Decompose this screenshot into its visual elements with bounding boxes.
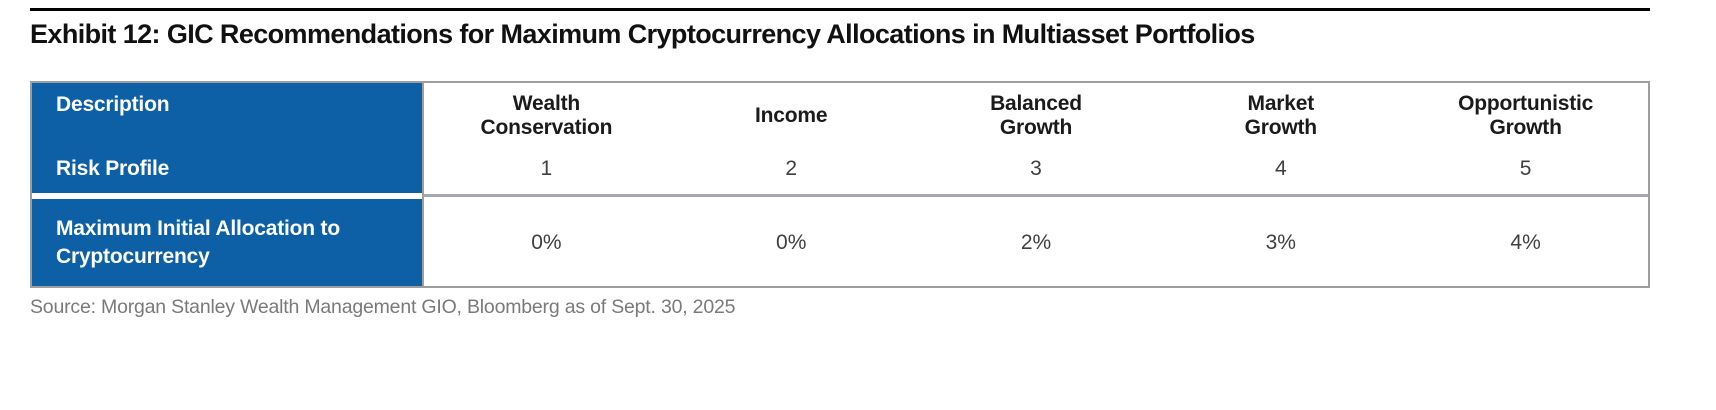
- risk-profile-label: Risk Profile: [56, 157, 170, 180]
- max-allocation-label-line: Maximum Initial Allocation to: [56, 216, 340, 240]
- row-divider-gap: [32, 193, 424, 199]
- source-note: Source: Morgan Stanley Wealth Management…: [30, 296, 736, 318]
- row-label-risk-profile: Risk Profile: [32, 145, 424, 193]
- column-header-line: Growth: [1244, 116, 1317, 139]
- row-label-description: Description: [32, 83, 424, 145]
- column-header-balanced-growth: Balanced Growth: [914, 83, 1159, 145]
- column-header-line: Wealth: [512, 92, 581, 115]
- column-header-line: Growth: [1489, 116, 1562, 139]
- column-header-line: Growth: [999, 116, 1073, 139]
- max-allocation-value-opportunistic-growth: 4%: [1510, 230, 1541, 254]
- column-header-income: Income: [669, 83, 914, 145]
- allocation-table: Description Wealth Conservation Income B…: [30, 81, 1650, 288]
- column-header-line: Conservation: [480, 116, 613, 139]
- title-rule: [30, 8, 1650, 11]
- max-allocation-label-line: Cryptocurrency: [56, 244, 210, 268]
- risk-profile-value-4: 4: [1274, 157, 1287, 180]
- column-header-market-growth: Market Growth: [1158, 83, 1403, 145]
- risk-profile-value-5: 5: [1519, 157, 1532, 180]
- column-header-line: Market: [1247, 92, 1315, 115]
- max-allocation-value-wealth-conservation: 0%: [531, 230, 562, 254]
- row-divider-line: [424, 193, 1648, 199]
- max-allocation-value-income: 0%: [776, 230, 807, 254]
- column-header-line: Balanced: [990, 92, 1082, 115]
- risk-profile-value-3: 3: [1030, 157, 1042, 180]
- column-header-line: Opportunistic: [1458, 92, 1594, 115]
- column-header-opportunistic-growth: Opportunistic Growth: [1403, 83, 1648, 145]
- column-header-wealth-conservation: Wealth Conservation: [424, 83, 669, 145]
- column-header-line: Income: [755, 104, 828, 127]
- risk-profile-value-1: 1: [540, 157, 553, 180]
- description-label: Description: [56, 93, 170, 116]
- exhibit-title: Exhibit 12: GIC Recommendations for Maxi…: [30, 19, 1255, 49]
- row-label-max-allocation: Maximum Initial Allocation to Cryptocurr…: [32, 199, 424, 286]
- max-allocation-value-market-growth: 3%: [1265, 230, 1296, 254]
- max-allocation-value-balanced-growth: 2%: [1020, 230, 1052, 254]
- risk-profile-value-2: 2: [785, 157, 798, 180]
